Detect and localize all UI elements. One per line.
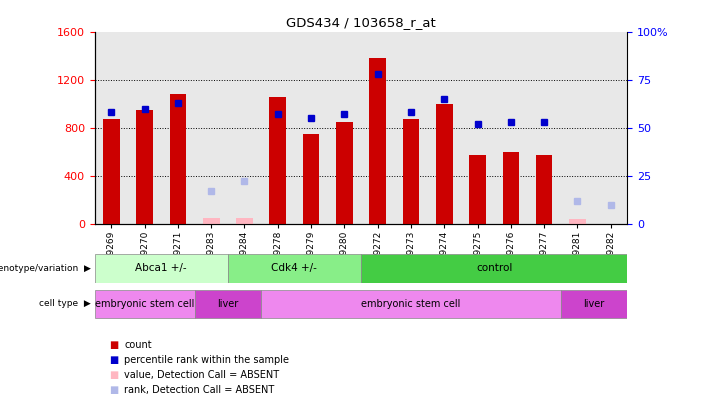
Bar [503, 152, 519, 224]
Bar [536, 155, 552, 224]
Bar [170, 94, 186, 224]
Bar [95, 290, 194, 318]
Text: ■: ■ [109, 339, 118, 350]
Bar [369, 58, 386, 224]
Text: Abca1 +/-: Abca1 +/- [135, 263, 187, 273]
Bar [269, 97, 286, 224]
Text: percentile rank within the sample: percentile rank within the sample [124, 354, 289, 365]
Text: ■: ■ [109, 369, 118, 380]
Bar [569, 219, 586, 224]
Text: rank, Detection Call = ABSENT: rank, Detection Call = ABSENT [124, 385, 274, 395]
Bar [469, 155, 486, 224]
Bar [236, 218, 253, 224]
Text: ■: ■ [109, 385, 118, 395]
Bar [95, 254, 228, 283]
Bar [336, 122, 353, 224]
Text: control: control [476, 263, 512, 273]
Text: genotype/variation  ▶: genotype/variation ▶ [0, 264, 91, 273]
Bar [195, 290, 261, 318]
Text: value, Detection Call = ABSENT: value, Detection Call = ABSENT [124, 369, 279, 380]
Bar [303, 134, 320, 224]
Text: ■: ■ [109, 354, 118, 365]
Bar [136, 110, 153, 224]
Text: Cdk4 +/-: Cdk4 +/- [271, 263, 318, 273]
Bar [228, 254, 361, 283]
Bar [402, 119, 419, 224]
Bar [361, 254, 627, 283]
Text: liver: liver [583, 299, 605, 309]
Text: embryonic stem cell: embryonic stem cell [361, 299, 461, 309]
Title: GDS434 / 103658_r_at: GDS434 / 103658_r_at [286, 16, 436, 29]
Bar [561, 290, 627, 318]
Text: cell type  ▶: cell type ▶ [39, 299, 91, 308]
Bar [203, 218, 219, 224]
Bar [103, 119, 120, 224]
Text: count: count [124, 339, 151, 350]
Text: embryonic stem cell: embryonic stem cell [95, 299, 194, 309]
Text: liver: liver [217, 299, 238, 309]
Bar [261, 290, 561, 318]
Bar [436, 104, 453, 224]
